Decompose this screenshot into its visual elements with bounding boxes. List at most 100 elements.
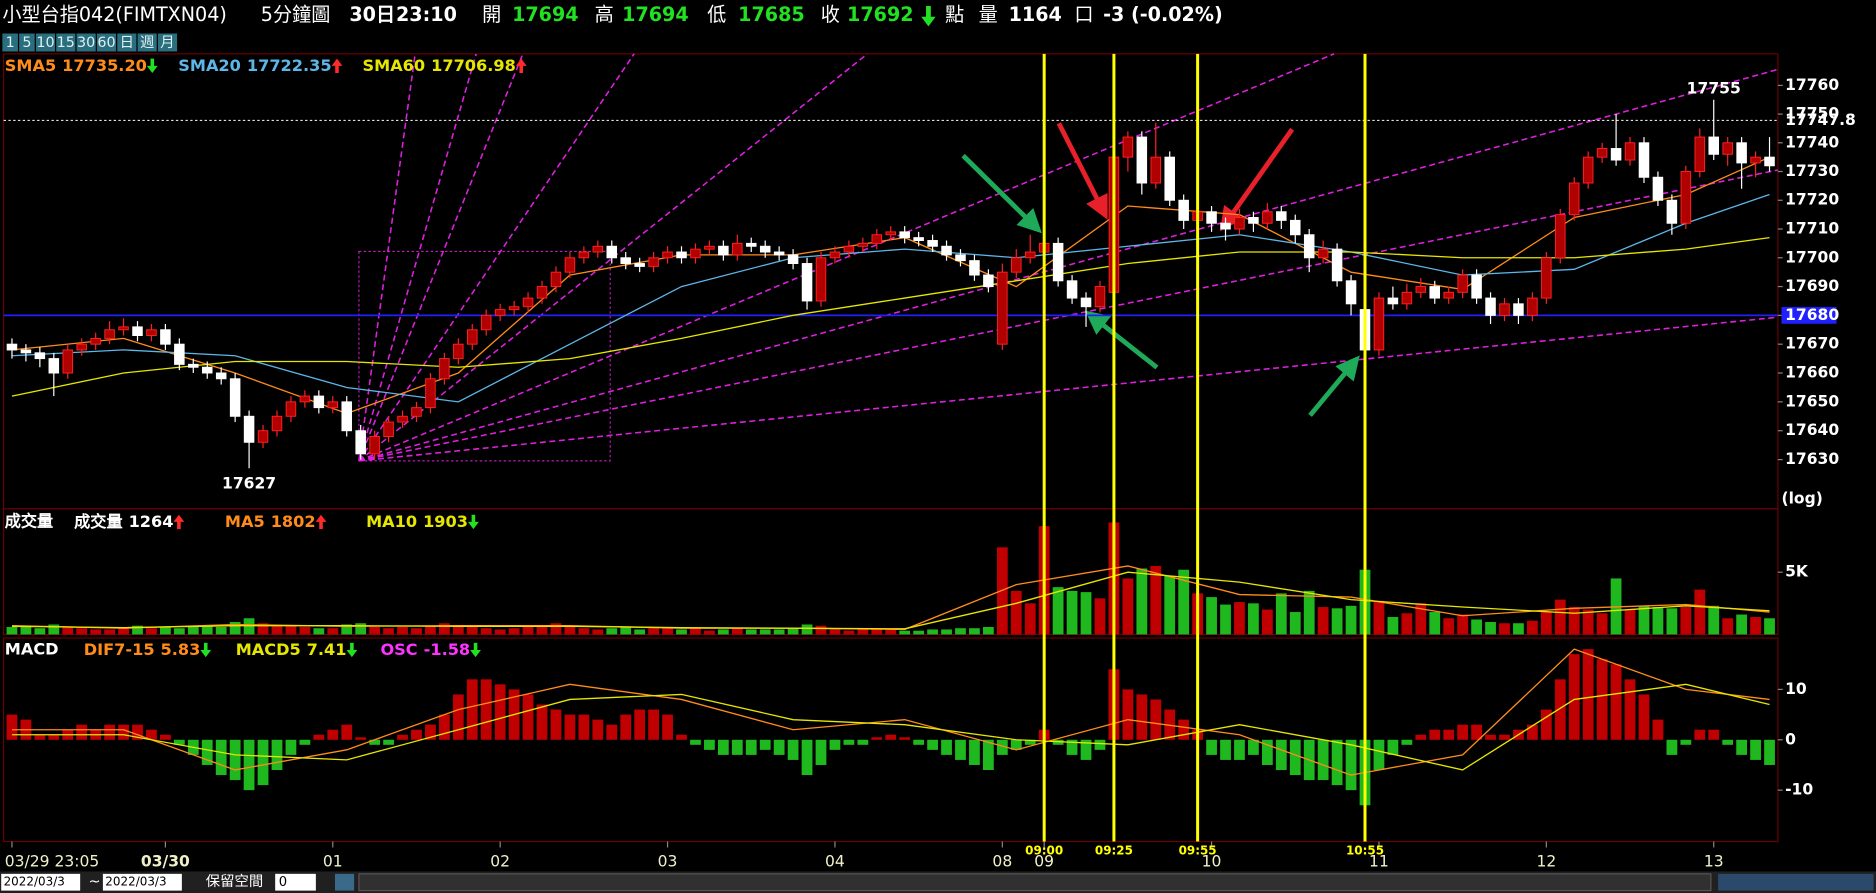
candle-body — [843, 245, 855, 253]
bar — [425, 724, 436, 740]
time-marker-label: 10:55 — [1346, 844, 1384, 858]
bar — [146, 729, 157, 740]
bar — [1652, 607, 1664, 635]
period-button[interactable] — [2, 33, 18, 52]
scrollbar[interactable] — [358, 873, 1712, 892]
x-tick-label: 03 — [658, 852, 678, 870]
bar — [104, 629, 115, 635]
time-marker-label: 09:00 — [1025, 844, 1063, 858]
bar — [90, 629, 102, 635]
close: 17692 — [847, 3, 914, 26]
bar — [1540, 612, 1552, 635]
x-tick-label: 08 — [992, 852, 1012, 870]
bar — [1331, 608, 1343, 635]
bar — [648, 709, 659, 740]
candle-body — [829, 251, 841, 259]
period-button[interactable] — [76, 33, 96, 52]
from-select[interactable] — [1, 873, 81, 891]
zoom-button[interactable] — [335, 873, 355, 891]
candle-body — [494, 309, 506, 316]
candle-body — [1136, 136, 1148, 184]
bar — [1164, 575, 1176, 635]
bar — [773, 629, 785, 635]
bar — [34, 628, 46, 635]
candle-body — [1094, 286, 1106, 308]
space-input[interactable] — [275, 873, 316, 891]
candle-body — [606, 245, 618, 259]
toolbar: 2022/03/3 ~ 2022/03/3 保留空間 0 — [0, 871, 1876, 893]
legend-value: 17735.20 — [62, 55, 147, 74]
period-button[interactable] — [35, 33, 56, 52]
bar — [1052, 587, 1064, 635]
candle-body — [857, 242, 869, 247]
candle-body — [425, 378, 436, 409]
bar — [1289, 739, 1301, 776]
bar — [6, 714, 18, 740]
bar — [1554, 679, 1566, 740]
candle-body — [411, 407, 422, 417]
bar — [745, 629, 757, 635]
candle-body — [1764, 156, 1775, 167]
bar — [550, 623, 562, 635]
bar — [299, 739, 311, 745]
to-select[interactable] — [102, 873, 182, 891]
period-button[interactable] — [56, 33, 76, 52]
bar — [1582, 649, 1594, 740]
bar — [955, 739, 966, 760]
x-tick-label: 11 — [1369, 852, 1389, 870]
x-tick-label: 01 — [323, 852, 343, 870]
x-tick-label: 04 — [825, 852, 845, 870]
bar — [411, 729, 422, 740]
legend-value: 17722.35 — [247, 55, 332, 74]
candle-body — [62, 349, 74, 374]
bar — [941, 629, 952, 635]
period-button[interactable] — [157, 33, 178, 52]
period-button[interactable] — [117, 33, 137, 52]
y-tick-label: 17630 — [1785, 450, 1839, 468]
tool-icons[interactable] — [1718, 873, 1874, 891]
bar — [438, 623, 450, 635]
bar — [1094, 598, 1106, 635]
candle-body — [801, 263, 813, 302]
candle-body — [243, 415, 255, 443]
bar — [1485, 621, 1496, 635]
separator: ~ — [89, 874, 101, 890]
bar — [885, 734, 897, 740]
bar — [913, 739, 925, 745]
candle-body — [1555, 214, 1566, 259]
bar — [1708, 729, 1720, 740]
candle-body — [1276, 211, 1287, 221]
bar — [1457, 614, 1469, 635]
indicator-line — [11, 236, 1770, 397]
bar — [634, 629, 646, 635]
bar — [941, 739, 952, 755]
bar — [452, 625, 464, 635]
candle-body — [1164, 156, 1175, 201]
reference-label-bg — [1781, 306, 1837, 324]
bar — [160, 734, 171, 740]
bar — [229, 621, 241, 635]
bar — [1443, 729, 1455, 740]
candle-body — [899, 231, 910, 239]
candle-body — [1080, 297, 1092, 308]
bar — [871, 628, 883, 635]
bar — [397, 626, 408, 635]
x-tick-label: 12 — [1536, 852, 1556, 870]
candle-body — [1220, 222, 1231, 230]
change: -3 (-0.02%) — [1103, 3, 1223, 26]
volume-label: 量 — [979, 3, 998, 26]
candle-body — [1499, 303, 1510, 316]
legend-name: OSC — [380, 639, 417, 658]
candle-body — [745, 242, 757, 247]
bar — [104, 724, 115, 740]
period-button[interactable] — [137, 33, 157, 52]
bar — [592, 629, 604, 635]
period-button[interactable] — [19, 33, 35, 52]
candle-body — [718, 245, 729, 256]
low-annotation: 17627 — [222, 474, 276, 492]
bar — [327, 628, 339, 635]
space-label: 保留空間 — [206, 873, 263, 890]
bar — [578, 628, 590, 635]
period-button[interactable] — [96, 33, 117, 52]
period-label: 15 — [57, 35, 75, 51]
